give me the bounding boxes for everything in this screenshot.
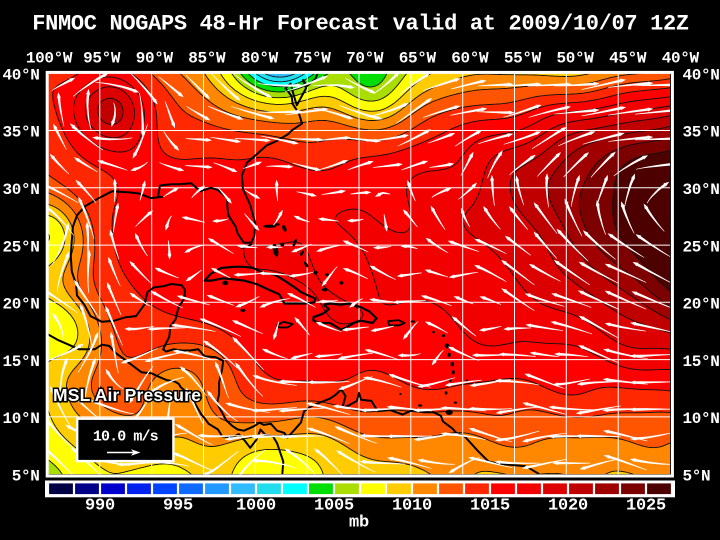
svg-text:80°W: 80°W: [241, 50, 279, 68]
svg-text:990: 990: [85, 497, 115, 516]
svg-text:55°W: 55°W: [504, 50, 542, 68]
svg-text:45°W: 45°W: [609, 50, 647, 68]
svg-text:20°N: 20°N: [2, 296, 39, 314]
svg-text:35°N: 35°N: [683, 124, 720, 142]
svg-text:65°W: 65°W: [399, 50, 437, 68]
svg-text:10°N: 10°N: [683, 410, 720, 428]
svg-text:40°W: 40°W: [662, 50, 700, 68]
svg-text:FNMOC NOGAPS 48-Hr Forecast va: FNMOC NOGAPS 48-Hr Forecast valid at 200…: [32, 12, 689, 37]
svg-text:60°W: 60°W: [451, 50, 489, 68]
svg-text:mb: mb: [349, 514, 369, 533]
svg-text:1020: 1020: [548, 497, 588, 516]
svg-text:995: 995: [163, 497, 193, 516]
svg-text:25°N: 25°N: [2, 238, 39, 256]
svg-text:20°N: 20°N: [683, 296, 720, 314]
svg-text:95°W: 95°W: [83, 50, 121, 68]
svg-text:15°N: 15°N: [2, 353, 39, 371]
svg-text:1015: 1015: [470, 497, 510, 516]
svg-text:50°W: 50°W: [556, 50, 594, 68]
svg-text:5°N: 5°N: [12, 467, 40, 485]
svg-text:10.0 m/s: 10.0 m/s: [93, 429, 159, 446]
svg-text:10°N: 10°N: [2, 410, 39, 428]
svg-text:1005: 1005: [314, 497, 354, 516]
svg-text:40°N: 40°N: [2, 66, 39, 84]
svg-text:90°W: 90°W: [136, 50, 174, 68]
svg-text:1025: 1025: [626, 497, 666, 516]
svg-text:30°N: 30°N: [683, 181, 720, 199]
svg-text:25°N: 25°N: [683, 238, 720, 256]
svg-text:75°W: 75°W: [293, 50, 331, 68]
svg-text:1000: 1000: [236, 497, 276, 516]
svg-text:70°W: 70°W: [346, 50, 384, 68]
svg-text:1010: 1010: [392, 497, 432, 516]
svg-text:30°N: 30°N: [2, 181, 39, 199]
svg-text:5°N: 5°N: [683, 467, 711, 485]
svg-text:15°N: 15°N: [683, 353, 720, 371]
svg-text:35°N: 35°N: [2, 124, 39, 142]
svg-text:85°W: 85°W: [188, 50, 226, 68]
svg-text:100°W: 100°W: [26, 50, 73, 68]
svg-text:MSL Air Pressure: MSL Air Pressure: [53, 385, 201, 405]
svg-text:40°N: 40°N: [683, 66, 720, 84]
